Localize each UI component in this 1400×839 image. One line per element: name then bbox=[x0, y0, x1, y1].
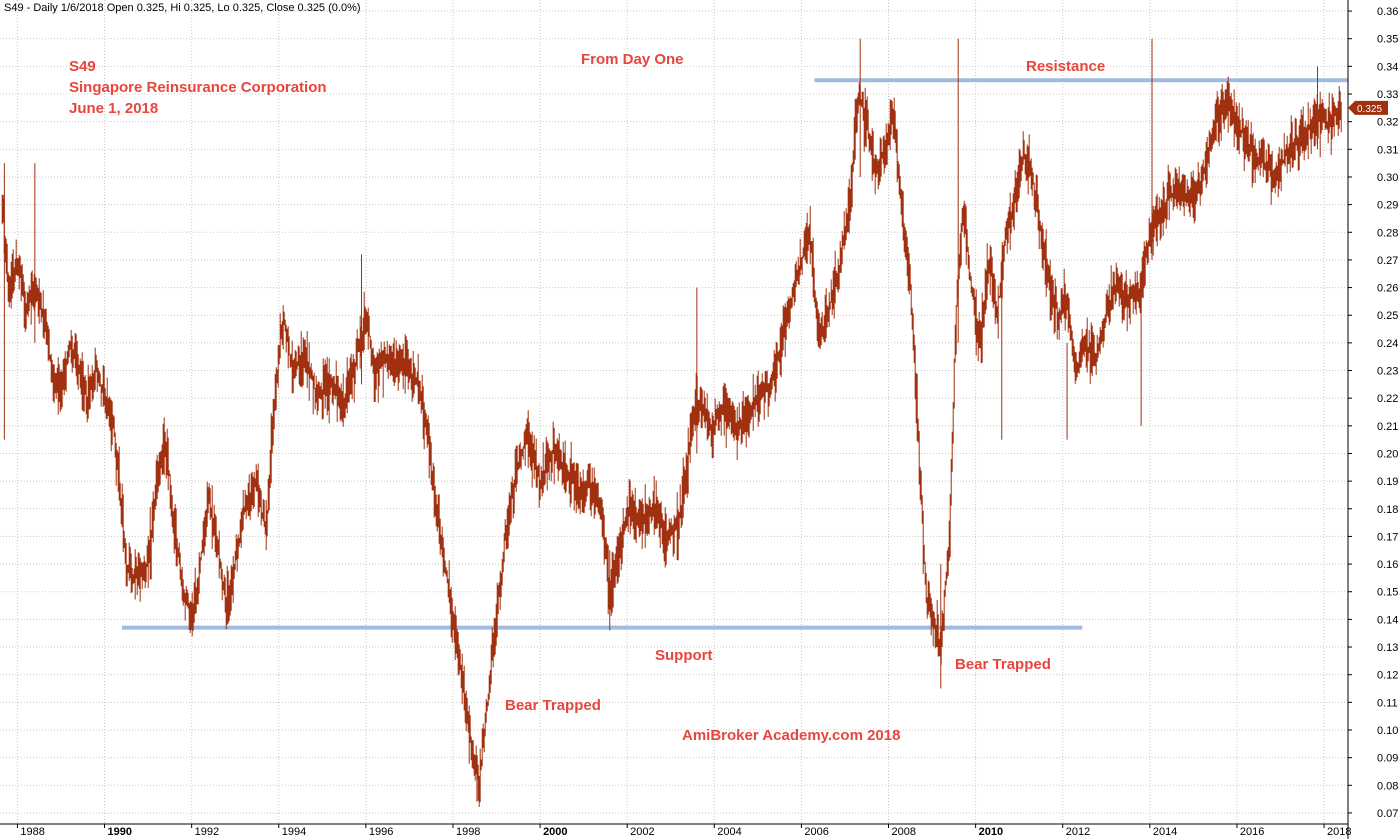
y-tick-label: 0.25 bbox=[1377, 310, 1398, 322]
last-price-marker: 0.325 bbox=[1348, 100, 1388, 115]
y-tick-label: 0.35 bbox=[1377, 34, 1398, 46]
y-tick-label: 0.19 bbox=[1377, 476, 1398, 488]
y-tick-label: 0.09 bbox=[1377, 753, 1398, 765]
x-tick-label: 2016 bbox=[1240, 826, 1264, 838]
x-tick-label: 1996 bbox=[369, 826, 393, 838]
y-tick-label: 0.17 bbox=[1377, 531, 1398, 543]
y-tick-label: 0.18 bbox=[1377, 504, 1398, 516]
y-tick-label: 0.20 bbox=[1377, 448, 1398, 460]
support-resistance-lines bbox=[121, 78, 1348, 630]
y-tick-label: 0.21 bbox=[1377, 421, 1398, 433]
y-tick-label: 0.30 bbox=[1377, 172, 1398, 184]
y-tick-label: 0.12 bbox=[1377, 670, 1398, 682]
y-axis-ticks: 0.07 0.08 0.09 0.10 0.11 0.12 0.13 0.14 0.15 0.16… bbox=[1348, 6, 1398, 820]
x-tick-label: 1998 bbox=[456, 826, 480, 838]
price-series bbox=[1, 38, 1342, 807]
x-tick-label: 2018 bbox=[1327, 826, 1351, 838]
y-tick-label: 0.15 bbox=[1377, 587, 1398, 599]
y-tick-label: 0.11 bbox=[1377, 697, 1398, 709]
y-tick-label: 0.07 bbox=[1377, 808, 1398, 820]
last-price-label: 0.325 bbox=[1357, 104, 1382, 115]
from-day-one-annotation: From Day One bbox=[581, 51, 684, 68]
price-bars bbox=[1, 76, 1342, 807]
x-tick-label: 2008 bbox=[892, 826, 916, 838]
watermark-annotation: AmiBroker Academy.com 2018 bbox=[682, 727, 900, 744]
x-tick-label: 2010 bbox=[979, 826, 1003, 838]
x-tick-label: 2004 bbox=[717, 826, 741, 838]
x-tick-label: 1990 bbox=[108, 826, 132, 838]
y-tick-label: 0.13 bbox=[1377, 642, 1398, 654]
x-tick-label: 2014 bbox=[1153, 826, 1177, 838]
y-tick-label: 0.31 bbox=[1377, 144, 1398, 156]
y-tick-label: 0.33 bbox=[1377, 89, 1398, 101]
bear-trapped-annotation-2009: Bear Trapped bbox=[955, 656, 1051, 673]
x-tick-label: 1992 bbox=[195, 826, 219, 838]
y-tick-label: 0.16 bbox=[1377, 559, 1398, 571]
company-annotation: Singapore Reinsurance Corporation bbox=[69, 79, 327, 96]
y-tick-label: 0.10 bbox=[1377, 725, 1398, 737]
y-tick-label: 0.28 bbox=[1377, 227, 1398, 239]
y-tick-label: 0.29 bbox=[1377, 200, 1398, 212]
y-tick-label: 0.26 bbox=[1377, 283, 1398, 295]
y-tick-label: 0.24 bbox=[1377, 338, 1398, 350]
x-tick-label: 2012 bbox=[1066, 826, 1090, 838]
x-tick-label: 1994 bbox=[282, 826, 306, 838]
support-annotation: Support bbox=[655, 647, 713, 664]
last-price-tag bbox=[1348, 100, 1388, 115]
y-tick-label: 0.32 bbox=[1377, 117, 1398, 129]
grid-lines bbox=[0, 0, 1348, 824]
x-tick-label: 2002 bbox=[630, 826, 654, 838]
y-tick-label: 0.08 bbox=[1377, 780, 1398, 792]
x-tick-label: 2006 bbox=[804, 826, 828, 838]
ticker-annotation: S49 bbox=[69, 58, 96, 75]
y-tick-label: 0.23 bbox=[1377, 366, 1398, 378]
y-tick-label: 0.34 bbox=[1377, 61, 1398, 73]
date-annotation: June 1, 2018 bbox=[69, 100, 158, 117]
chart-header: S49 - Daily 1/6/2018 Open 0.325, Hi 0.32… bbox=[4, 2, 361, 14]
resistance-annotation: Resistance bbox=[1026, 58, 1105, 75]
y-tick-label: 0.27 bbox=[1377, 255, 1398, 267]
bear-trapped-annotation-1998: Bear Trapped bbox=[505, 697, 601, 714]
y-tick-label: 0.14 bbox=[1377, 614, 1398, 626]
y-tick-label: 0.36 bbox=[1377, 6, 1398, 18]
x-tick-label: 2000 bbox=[543, 826, 567, 838]
x-axis-ticks: 1988 1990 1992 1994 1996 1998 2000 2002 2004 2006… bbox=[16, 824, 1352, 838]
y-tick-label: 0.22 bbox=[1377, 393, 1398, 405]
x-tick-label: 1988 bbox=[20, 826, 44, 838]
